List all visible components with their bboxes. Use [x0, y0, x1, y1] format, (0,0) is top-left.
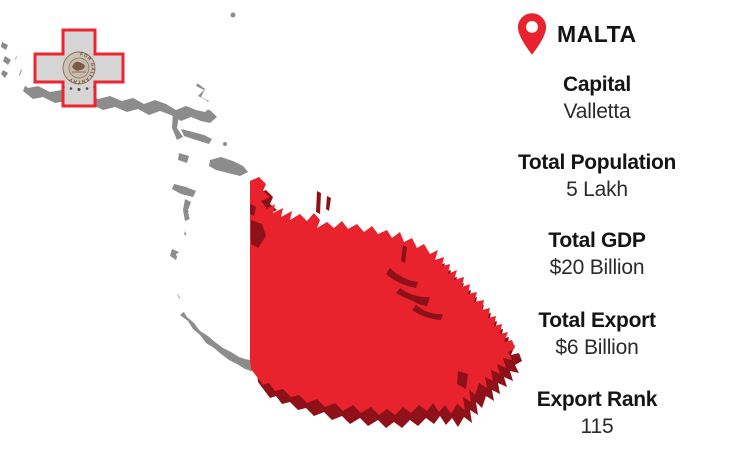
- country-title-row: MALTA: [516, 11, 637, 57]
- mainland-red-half: [250, 177, 515, 415]
- gozo-west-islets: [1, 12, 236, 146]
- stat-label: Total Population: [517, 151, 677, 174]
- malta-3d-map: FOR GALLANTRY: [1, 12, 522, 428]
- stat-value: 115: [580, 415, 614, 438]
- country-info-panel: MALTA Capital Valletta Total Population …: [486, 0, 708, 450]
- harbour-inlets: [250, 191, 468, 389]
- stat-total-gdp: Total GDP $20 Billion: [486, 228, 708, 281]
- st-george-figure: [72, 61, 85, 71]
- stat-total-population: Total Population 5 Lakh: [486, 150, 708, 203]
- stat-label: Capital: [563, 73, 631, 96]
- stat-capital: Capital Valletta: [486, 72, 708, 125]
- emblem-dots: [63, 86, 95, 91]
- stat-total-export: Total Export $6 Billion: [486, 308, 708, 361]
- mainland-white-half: [171, 181, 250, 360]
- stat-value: 5 Lakh: [566, 178, 628, 201]
- stat-label: Export Rank: [536, 388, 658, 411]
- stat-export-rank: Export Rank 115: [486, 387, 708, 440]
- country-title: MALTA: [557, 20, 637, 47]
- stat-label: Total Export: [538, 309, 656, 332]
- map-svg: FOR GALLANTRY: [1, 12, 522, 428]
- george-cross-emblem: FOR GALLANTRY: [33, 28, 125, 108]
- stat-value: $6 Billion: [555, 336, 639, 359]
- location-pin-icon: [517, 13, 547, 55]
- stat-label: Total GDP: [548, 229, 646, 252]
- stat-value: $20 Billion: [549, 256, 645, 279]
- stat-value: Valletta: [563, 100, 631, 123]
